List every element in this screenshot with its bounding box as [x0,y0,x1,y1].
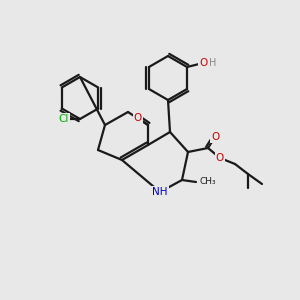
Text: O: O [134,113,142,123]
Text: H: H [209,58,217,68]
Text: Cl: Cl [59,114,69,124]
Text: CH₃: CH₃ [200,178,217,187]
Text: NH: NH [152,187,168,197]
Text: O: O [216,153,224,163]
Text: O: O [211,132,219,142]
Text: O: O [199,58,207,68]
